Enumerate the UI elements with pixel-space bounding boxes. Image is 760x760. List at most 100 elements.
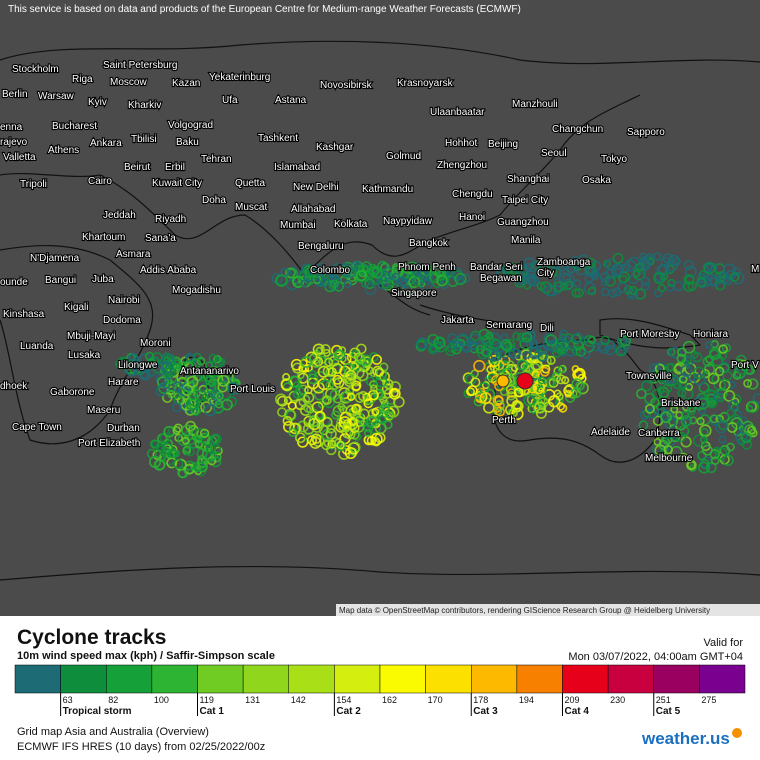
track-point — [534, 401, 547, 414]
city-label: dhoek — [0, 381, 28, 392]
track-point — [115, 358, 127, 370]
category-label: Cat 5 — [656, 706, 681, 717]
city-label: Hohhot — [445, 138, 477, 149]
track-point — [506, 360, 515, 369]
track-point — [605, 344, 616, 356]
city-label: Bandar Seri — [470, 262, 523, 273]
track-point — [402, 283, 413, 295]
track-point — [465, 373, 477, 386]
track-point — [117, 356, 129, 369]
city-label: Manila — [511, 235, 541, 246]
scale-value: 275 — [701, 695, 716, 705]
track-point — [433, 336, 446, 349]
city-label: Kazan — [172, 78, 200, 89]
track-point — [719, 444, 731, 456]
scale-swatch — [151, 664, 198, 694]
scale-swatch — [106, 664, 153, 694]
track-point — [321, 396, 330, 405]
track-point — [391, 264, 404, 277]
scale-swatch — [334, 664, 381, 694]
track-point — [291, 362, 303, 374]
footer-line: ECMWF IFS HRES (10 days) from 02/25/2022… — [17, 741, 265, 753]
track-point — [205, 443, 217, 455]
legend-title: Cyclone tracks — [17, 626, 166, 649]
city-label: Port V — [731, 360, 759, 371]
track-point — [669, 399, 680, 409]
track-point — [368, 389, 379, 401]
track-point — [680, 364, 693, 377]
track-point — [500, 355, 511, 366]
track-point — [320, 344, 331, 355]
track-point — [389, 381, 401, 393]
track-point — [454, 272, 467, 286]
track-point — [145, 351, 155, 361]
track-point — [678, 380, 688, 390]
track-point — [190, 358, 202, 369]
city-label: Sana'a — [145, 233, 176, 244]
track-point — [204, 404, 216, 417]
track-point — [425, 265, 435, 275]
track-point — [562, 335, 571, 343]
track-point — [722, 454, 734, 467]
city-label: N'Djamena — [30, 253, 80, 264]
track-point — [412, 276, 423, 287]
scale-value: 154 — [336, 695, 351, 705]
track-point — [480, 335, 491, 346]
track-point — [332, 374, 343, 385]
scale-swatch — [197, 664, 244, 694]
scale-value: 119 — [200, 695, 214, 705]
track-point — [732, 371, 742, 380]
scale-value: 162 — [382, 695, 397, 705]
track-point — [683, 260, 695, 271]
city-label: Begawan — [480, 273, 522, 284]
track-point — [177, 468, 187, 479]
track-point — [644, 375, 654, 384]
scale-value: 194 — [519, 695, 534, 705]
valid-label: Valid for — [703, 637, 743, 649]
track-point — [710, 456, 720, 465]
track-point — [304, 364, 313, 373]
city-label: Harare — [108, 377, 139, 388]
category-label: Cat 4 — [565, 706, 590, 717]
city-label: New Delhi — [293, 182, 339, 193]
track-point — [186, 375, 199, 388]
track-point — [574, 367, 586, 380]
city-label: Kashgar — [316, 142, 354, 153]
track-point — [600, 277, 609, 287]
track-point — [364, 283, 377, 295]
track-point — [180, 398, 193, 411]
cyclone-tracks — [115, 252, 760, 479]
scale-swatch — [242, 664, 289, 694]
city-label: Port Moresby — [620, 329, 679, 340]
track-point — [363, 422, 374, 433]
track-point — [345, 404, 358, 418]
city-label: Singapore — [391, 288, 437, 299]
track-point — [416, 264, 429, 277]
track-point — [522, 350, 531, 359]
track-point — [185, 398, 199, 411]
city-label: Saint Petersburg — [103, 60, 178, 71]
track-point — [571, 378, 583, 390]
city-label: Taipei City — [502, 195, 548, 206]
city-label: Colombo — [310, 265, 350, 276]
track-point — [698, 461, 710, 474]
city-label: Ankara — [90, 138, 122, 149]
city-label: Tashkent — [258, 133, 298, 144]
track-point — [553, 281, 565, 293]
track-point — [556, 374, 567, 385]
track-point — [128, 357, 140, 369]
track-point — [618, 333, 629, 344]
track-point — [662, 383, 673, 394]
city-label: Naypyidaw — [383, 216, 433, 227]
track-point — [383, 420, 393, 430]
track-point — [681, 387, 694, 400]
track-point — [701, 444, 713, 456]
city-label: Kolkata — [334, 219, 368, 230]
city-label: Kharkiv — [128, 100, 161, 111]
track-point — [523, 257, 535, 270]
track-point — [665, 362, 675, 372]
track-point — [676, 353, 687, 364]
track-point — [665, 283, 675, 292]
track-point — [486, 348, 498, 361]
category-label: Cat 1 — [200, 706, 225, 717]
